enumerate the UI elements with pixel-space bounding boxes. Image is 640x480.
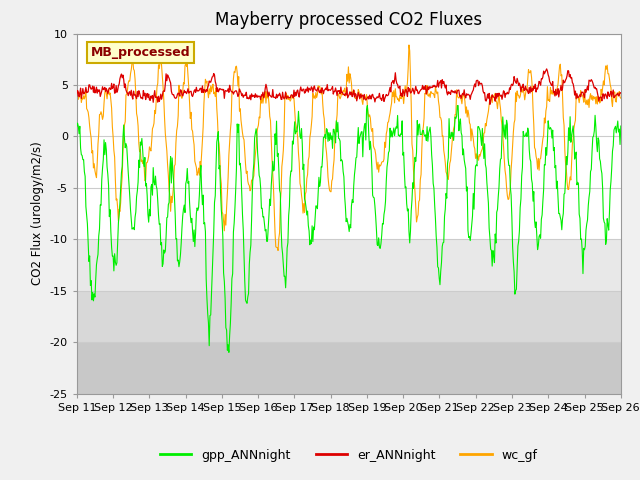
Bar — [77, 342, 621, 394]
Y-axis label: CO2 Flux (urology/m2/s): CO2 Flux (urology/m2/s) — [31, 142, 44, 286]
Legend: gpp_ANNnight, er_ANNnight, wc_gf: gpp_ANNnight, er_ANNnight, wc_gf — [155, 444, 543, 467]
Title: Mayberry processed CO2 Fluxes: Mayberry processed CO2 Fluxes — [215, 11, 483, 29]
Bar — [77, 240, 621, 291]
Text: MB_processed: MB_processed — [90, 46, 190, 59]
Bar — [77, 291, 621, 342]
